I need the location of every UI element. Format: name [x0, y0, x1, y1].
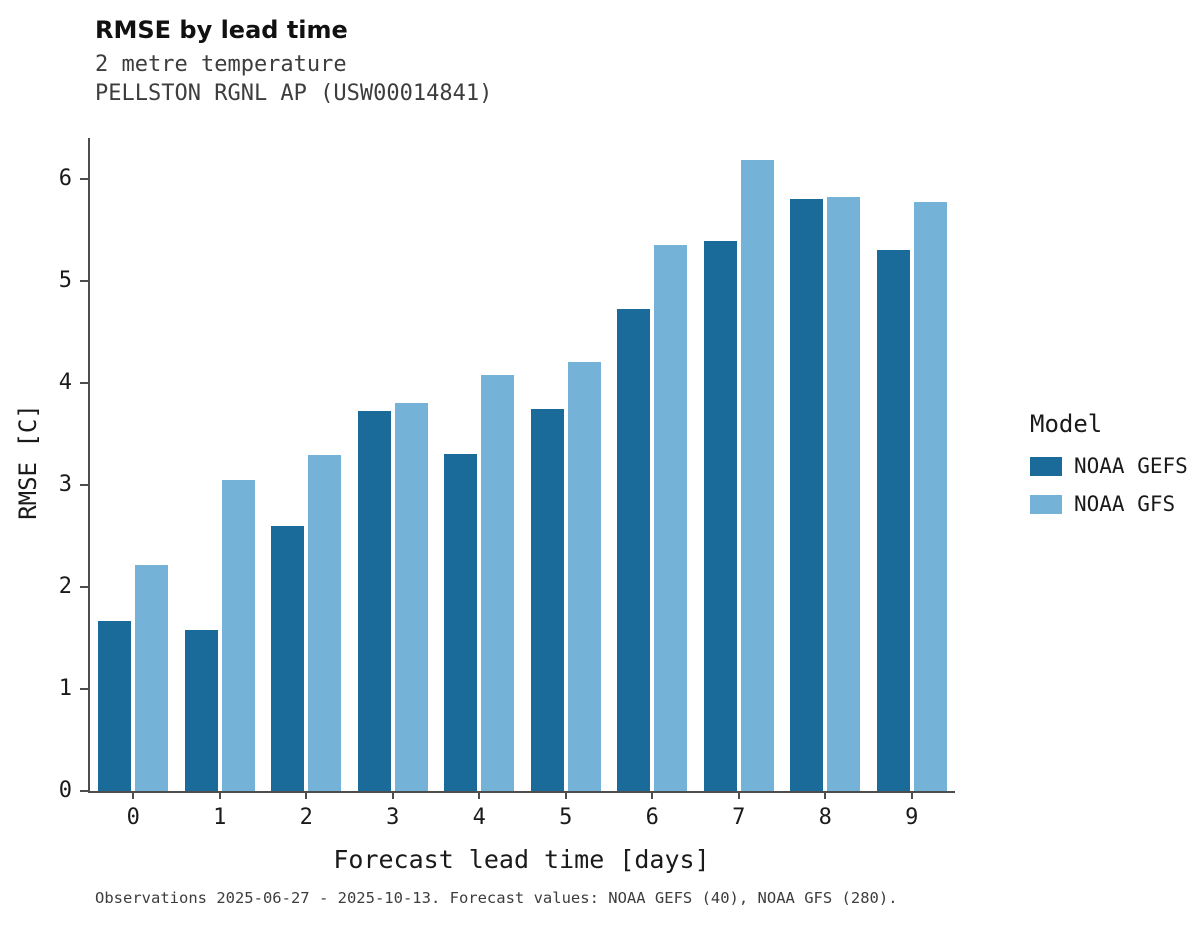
bar-noaa-gfs: [740, 160, 774, 791]
bar-group: [696, 138, 783, 791]
legend-label: NOAA GEFS: [1074, 454, 1188, 478]
y-tick-label: 4: [58, 369, 72, 395]
bar-group: [869, 138, 956, 791]
bar-noaa-gfs: [481, 374, 515, 791]
bar-noaa-gfs: [135, 564, 169, 791]
bar-group: [263, 138, 350, 791]
y-tick-mark: [80, 585, 88, 588]
x-tick-mark: [824, 791, 827, 799]
x-tick-label: 0: [126, 805, 140, 830]
y-tick-label: 6: [58, 165, 72, 191]
bar-noaa-gefs: [530, 409, 564, 791]
bar-noaa-gefs: [703, 241, 737, 791]
bar-noaa-gfs: [567, 362, 601, 791]
y-axis-title: RMSE [C]: [14, 404, 42, 520]
bar-noaa-gefs: [98, 620, 132, 791]
bar-noaa-gfs: [913, 202, 947, 791]
bar-noaa-gfs: [394, 403, 428, 791]
legend-items: NOAA GEFS NOAA GFS: [1030, 454, 1188, 516]
bar-group: [436, 138, 523, 791]
x-tick-mark: [478, 791, 481, 799]
bar-noaa-gfs: [221, 479, 255, 791]
y-tick-mark: [80, 790, 88, 792]
x-tick-mark: [910, 791, 913, 799]
x-tick-mark: [218, 791, 221, 799]
x-tick-label: 8: [818, 805, 832, 830]
y-tick-mark: [80, 483, 88, 486]
x-tick-label: 4: [472, 805, 486, 830]
x-tick-label: 1: [213, 805, 227, 830]
x-tick-label: 2: [299, 805, 313, 830]
bar-noaa-gefs: [271, 525, 305, 791]
y-tick-label: 2: [58, 573, 72, 599]
caption: Observations 2025-06-27 - 2025-10-13. Fo…: [95, 889, 898, 907]
x-tick-mark: [651, 791, 654, 799]
bar-group: [782, 138, 869, 791]
y-tick-mark: [80, 177, 88, 180]
bar-noaa-gefs: [357, 411, 391, 791]
y-tick-label: 3: [58, 471, 72, 497]
x-tick-mark: [564, 791, 567, 799]
y-tick-mark: [80, 381, 88, 384]
bar-group: [177, 138, 264, 791]
legend-item: NOAA GEFS: [1030, 454, 1188, 478]
bar-group: [523, 138, 610, 791]
y-tick-label: 1: [58, 675, 72, 701]
x-tick-label: 6: [645, 805, 659, 830]
x-tick-label: 9: [905, 805, 919, 830]
y-tick-label: 5: [58, 267, 72, 293]
x-tick-mark: [305, 791, 308, 799]
bar-noaa-gfs: [654, 245, 688, 791]
plot-area: 0 1 2 3 4 5 6 0 1 2 3 4 5 6 7 8 9: [59, 138, 956, 830]
bar-group: [350, 138, 437, 791]
y-tick-mark: [80, 279, 88, 282]
x-tick-mark: [391, 791, 394, 799]
legend-title: Model: [1030, 410, 1103, 438]
bar-group: [90, 138, 177, 791]
chart-subtitle: 2 metre temperature: [95, 52, 347, 77]
legend-swatch: [1030, 456, 1062, 476]
bar-noaa-gefs: [790, 199, 824, 791]
x-tick-label: 7: [732, 805, 746, 830]
legend: Model NOAA GEFS NOAA GFS: [1030, 410, 1188, 530]
bar-group: [609, 138, 696, 791]
bar-noaa-gefs: [444, 454, 478, 791]
legend-label: NOAA GFS: [1074, 492, 1176, 516]
x-axis-title: Forecast lead time [days]: [333, 845, 710, 874]
legend-swatch: [1030, 494, 1062, 514]
bar-noaa-gefs: [617, 309, 651, 791]
y-tick-mark: [80, 687, 88, 690]
bar-noaa-gefs: [876, 250, 910, 791]
x-tick-label: 5: [559, 805, 573, 830]
chart-subtitle-station: PELLSTON RGNL AP (USW00014841): [95, 81, 493, 106]
x-tick-mark: [132, 791, 135, 799]
x-tick-mark: [737, 791, 740, 799]
bar-noaa-gfs: [308, 455, 342, 791]
x-tick-label: 3: [386, 805, 400, 830]
bar-noaa-gefs: [184, 629, 218, 791]
chart-title: RMSE by lead time: [95, 16, 348, 44]
legend-item: NOAA GFS: [1030, 492, 1188, 516]
bar-noaa-gfs: [827, 197, 861, 791]
y-tick-label: 0: [58, 778, 72, 803]
